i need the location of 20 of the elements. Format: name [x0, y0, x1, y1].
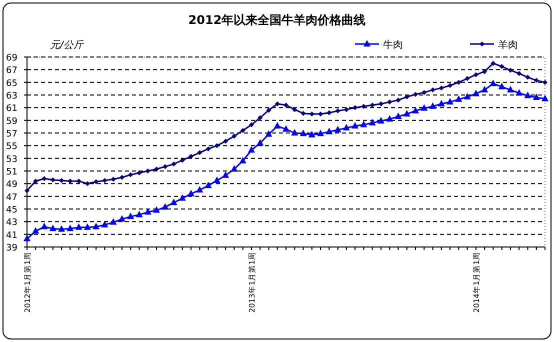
y-tick-label: 65	[6, 78, 18, 89]
legend-label: 羊肉	[498, 39, 518, 51]
y-tick-label: 69	[6, 54, 18, 64]
y-tick-label: 63	[6, 92, 18, 102]
y-tick-label: 47	[6, 192, 18, 203]
y-tick-label: 57	[6, 130, 18, 140]
y-tick-label: 59	[6, 116, 18, 127]
y-axis-title: 元/公斤	[50, 39, 84, 51]
y-tick-label: 45	[6, 206, 18, 216]
y-tick-label: 43	[6, 218, 18, 228]
y-tick-label: 49	[6, 180, 18, 190]
y-tick-label: 39	[6, 244, 18, 254]
y-tick-label: 55	[6, 142, 18, 152]
y-tick-label: 67	[6, 66, 18, 76]
legend-label: 牛肉	[383, 39, 403, 51]
chart-title: 2012年以来全国牛羊肉价格曲线	[188, 13, 366, 27]
y-tick-label: 61	[6, 104, 18, 114]
y-tick-label: 53	[6, 154, 18, 165]
y-tick-label: 41	[6, 230, 18, 241]
y-tick-label: 51	[6, 168, 18, 178]
